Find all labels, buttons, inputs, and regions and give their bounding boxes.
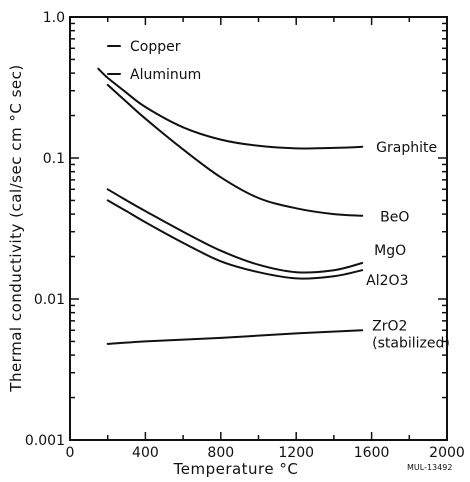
- series-line-mgo: [106, 188, 364, 274]
- series-label-zro2-stabilized: ZrO2: [372, 318, 407, 334]
- x-tick-label: 2000: [429, 445, 465, 461]
- y-tick-label: 0.01: [34, 292, 65, 308]
- y-tick-label: 0.001: [25, 433, 65, 449]
- series-label-zro2-stabilized: (stabilized): [372, 335, 450, 351]
- x-tick-label: 0: [66, 445, 75, 461]
- y-tick-label: 0.1: [43, 151, 65, 167]
- series-group: Graphite BeO MgO Al2O3 ZrO2(stabilized): [97, 67, 450, 351]
- legend-copper-label: Copper: [130, 39, 181, 55]
- x-tick-label: 1600: [354, 445, 390, 461]
- x-tick-label: 1200: [278, 445, 314, 461]
- x-axis-title: Temperature °C: [173, 460, 299, 478]
- series-line-zro2-stabilized: [106, 329, 364, 345]
- series-label-mgo: MgO: [374, 243, 406, 259]
- legend-aluminum-label: Aluminum: [130, 67, 201, 83]
- x-tick-label: 800: [207, 445, 234, 461]
- series-label-al2o3: Al2O3: [366, 273, 408, 289]
- legend: Copper Aluminum: [107, 39, 201, 83]
- series-line-al2o3: [106, 199, 364, 280]
- y-axis-title: Thermal conductivity (cal/sec cm °C sec): [7, 64, 25, 392]
- y-tick-label: 1.0: [43, 10, 65, 26]
- series-line-graphite: [97, 67, 364, 150]
- figure-note: MUL-13492: [407, 463, 452, 472]
- axes: 0 400 800 1200 1600 2000 1.0 0.1 0.01 0.001: [25, 10, 465, 461]
- series-line-beo: [106, 83, 364, 217]
- x-tick-label: 400: [132, 445, 159, 461]
- plot-frame: [69, 16, 448, 441]
- series-label-graphite: Graphite: [376, 140, 437, 156]
- series-label-beo: BeO: [380, 210, 409, 226]
